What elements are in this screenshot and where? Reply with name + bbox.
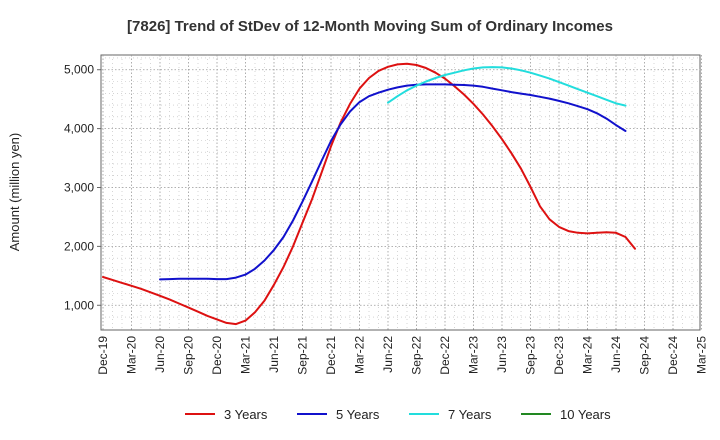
x-tick-label: Jun-23 [495, 336, 509, 373]
x-tick-label: Sep-21 [296, 336, 310, 375]
x-tick-label: Dec-21 [324, 336, 338, 375]
x-tick-label: Sep-23 [524, 336, 538, 375]
legend-label: 10 Years [560, 407, 611, 422]
x-tick-label: Jun-21 [267, 336, 281, 373]
chart-title: [7826] Trend of StDev of 12-Month Moving… [127, 18, 613, 35]
x-tick-label: Mar-21 [239, 336, 253, 374]
series-line-7-years [387, 66, 627, 107]
legend: 3 Years 5 Years 7 Years 10 Years [185, 407, 611, 422]
x-tick-label: Sep-22 [410, 336, 424, 375]
x-tick-label: Jun-20 [153, 336, 167, 373]
legend-label: 5 Years [336, 407, 380, 422]
series-line-3-years [102, 62, 636, 326]
y-tick-label: 3,000 [64, 180, 94, 194]
legend-label: 7 Years [448, 407, 492, 422]
x-tick-label: Sep-24 [638, 336, 652, 375]
x-tick-label: Mar-24 [581, 336, 595, 374]
x-tick-label: Mar-25 [695, 336, 709, 374]
y-axis-ticks: 1,000 2,000 3,000 4,000 5,000 [64, 63, 101, 312]
y-axis-label: Amount (million yen) [7, 133, 22, 252]
x-tick-label: Dec-23 [552, 336, 566, 375]
x-tick-label: Dec-20 [210, 336, 224, 375]
grid [101, 55, 702, 330]
y-tick-label: 1,000 [64, 298, 94, 312]
x-tick-label: Dec-19 [96, 336, 110, 375]
y-tick-label: 2,000 [64, 239, 94, 253]
x-tick-label: Mar-23 [467, 336, 481, 374]
x-tick-label: Mar-20 [125, 336, 139, 374]
x-tick-label: Dec-22 [438, 336, 452, 375]
y-tick-label: 5,000 [64, 63, 94, 77]
y-tick-label: 4,000 [64, 122, 94, 136]
x-tick-label: Dec-24 [666, 336, 680, 375]
x-tick-label: Sep-20 [182, 336, 196, 375]
plot-area [100, 54, 701, 331]
series-line-5-years [159, 83, 627, 281]
x-tick-label: Jun-22 [381, 336, 395, 373]
legend-label: 3 Years [224, 407, 268, 422]
x-axis-ticks: Dec-19 Mar-20 Jun-20 Sep-20 Dec-20 Mar-21 Jun-… [96, 336, 709, 375]
x-tick-label: Jun-24 [609, 336, 623, 373]
series-layer [102, 62, 636, 326]
x-tick-label: Mar-22 [353, 336, 367, 374]
